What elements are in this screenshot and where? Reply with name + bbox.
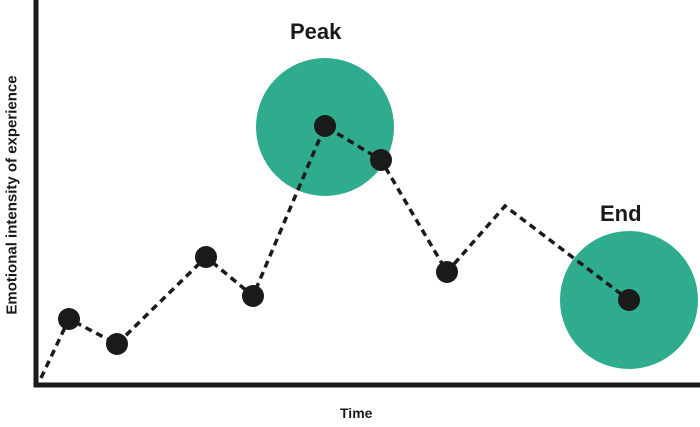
experience-point [195, 246, 217, 268]
experience-point [106, 333, 128, 355]
experience-line [39, 123, 631, 379]
end-label: End [600, 201, 642, 226]
end-point [618, 289, 640, 311]
experience-point [58, 308, 80, 330]
x-axis-label: Time [340, 405, 373, 421]
peak-point [314, 115, 336, 137]
peak-label: Peak [290, 19, 342, 44]
y-axis-label: Emotional intensity of experience [3, 75, 21, 315]
experience-point [370, 149, 392, 171]
experience-point [242, 285, 264, 307]
experience-point [436, 261, 458, 283]
